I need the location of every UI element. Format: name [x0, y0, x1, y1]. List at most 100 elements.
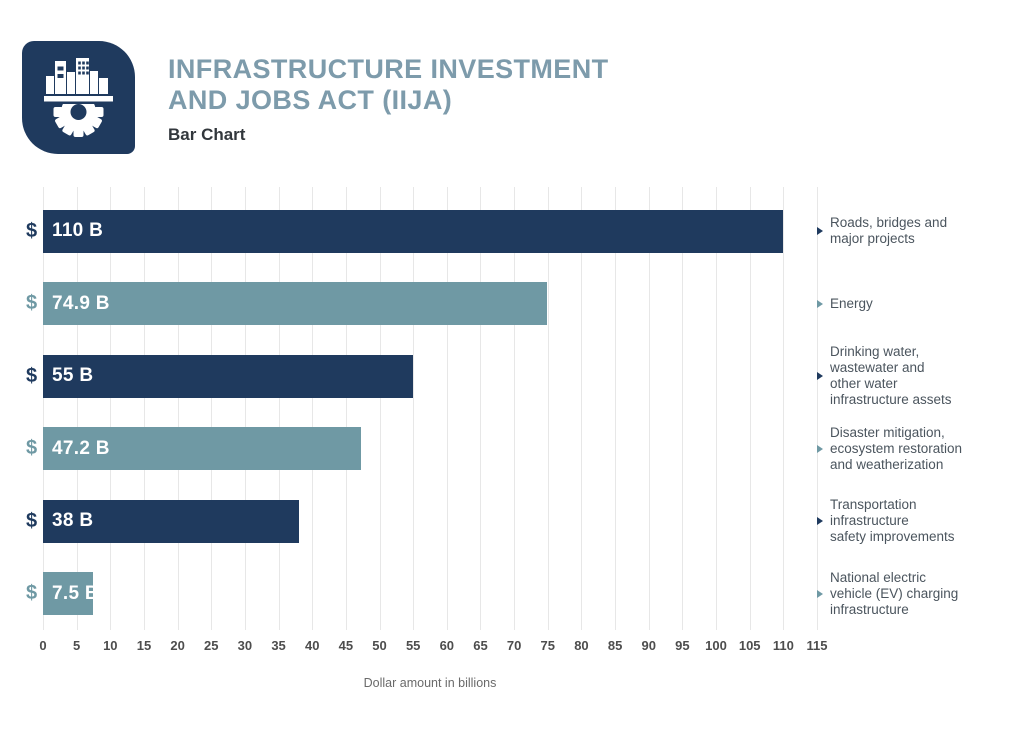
bar-value-label: 38 B	[52, 510, 94, 532]
category-label-row: Energy	[817, 268, 1017, 341]
category-labels: Roads, bridges and major projects Energy Dr…	[817, 187, 1017, 630]
bar-value-label: 55 B	[52, 365, 94, 387]
bar-row: $38 B	[26, 485, 817, 558]
x-tick-label: 75	[540, 638, 556, 653]
x-axis-ticks: 0 5 10 15 20 25 30 35 40 45 50 55 60 65 70 75 80 85 90 95 10…	[39, 638, 827, 654]
category-label: Disaster mitigation, ecosystem restoratio…	[830, 424, 963, 472]
x-axis-label: Dollar amount in billions	[363, 676, 497, 690]
dollar-sign-prefix: $	[26, 582, 38, 605]
x-tick-label: 70	[506, 638, 522, 653]
bar-row: $47.2 B	[26, 413, 817, 486]
bar-value-label: 47.2 B	[52, 437, 110, 459]
gridline	[43, 187, 44, 630]
gridline	[783, 187, 785, 630]
city-buildings-gear-icon	[44, 58, 113, 137]
x-tick-label: 45	[338, 638, 354, 653]
x-tick-label: 0	[39, 638, 47, 653]
gridline	[345, 187, 347, 630]
x-tick-label: 10	[103, 638, 118, 653]
gridline	[211, 187, 213, 630]
gridline	[278, 187, 280, 630]
category-label: Roads, bridges and major projects	[830, 215, 948, 247]
gridline	[177, 187, 179, 630]
x-tick-label: 90	[641, 638, 656, 653]
x-tick-label: 25	[204, 638, 219, 653]
gridline	[682, 187, 684, 630]
gridline	[312, 187, 314, 630]
x-tick-label: 35	[271, 638, 286, 653]
gridline	[413, 187, 415, 630]
arrow-marker-icon	[817, 589, 823, 598]
dollar-sign-prefix: $	[26, 292, 38, 315]
category-label-row: National electric vehicle (EV) charging in…	[817, 558, 1017, 631]
bar-value-label: 7.5 B	[52, 582, 99, 604]
gridline	[480, 187, 482, 630]
arrow-marker-icon	[817, 444, 823, 453]
bar: 47.2 B	[43, 427, 361, 471]
x-tick-label: 80	[574, 638, 589, 653]
arrow-marker-icon	[817, 372, 823, 381]
x-tick-label: 65	[473, 638, 488, 653]
bar-row: $74.9 B	[26, 268, 817, 341]
bar-row: $110 B	[26, 195, 817, 268]
x-tick-label: 20	[170, 638, 185, 653]
gridline	[110, 187, 112, 630]
bar: 55 B	[43, 354, 414, 398]
x-tick-label: 60	[439, 638, 455, 653]
x-tick-label: 85	[607, 638, 623, 653]
dollar-sign-prefix: $	[26, 219, 38, 242]
category-label-row: Roads, bridges and major projects	[817, 195, 1017, 268]
x-tick-label: 15	[136, 638, 152, 653]
x-tick-label: 100	[705, 638, 727, 653]
x-tick-label: 50	[372, 638, 387, 653]
x-tick-label: 30	[237, 638, 253, 653]
page-title-line1: INFRASTRUCTURE INVESTMENT	[168, 54, 609, 84]
category-label-row: Drinking water, wastewater and other water…	[817, 340, 1017, 413]
bar: 7.5 B	[43, 572, 99, 616]
x-tick-label: 105	[738, 638, 761, 653]
x-tick-label: 95	[675, 638, 690, 653]
chart-type-label: Bar Chart	[168, 125, 246, 144]
gridline	[648, 187, 650, 630]
gridline	[76, 187, 78, 630]
page-title: INFRASTRUCTURE INVESTMENT AND JOBS ACT (I…	[168, 54, 609, 116]
gridline	[446, 187, 448, 630]
gridline	[615, 187, 617, 630]
arrow-marker-icon	[817, 227, 823, 236]
arrow-marker-icon	[817, 299, 823, 308]
category-label: Energy	[830, 295, 873, 311]
gridline	[514, 187, 516, 630]
gridline	[379, 187, 381, 630]
plot-area: $110 B $74.9 B $55 B $47.2 B $38 B $7.5 B	[26, 187, 818, 631]
arrow-marker-icon	[817, 517, 823, 526]
dollar-sign-prefix: $	[26, 509, 38, 532]
bar-row: $7.5 B	[26, 558, 817, 631]
bar: 38 B	[43, 499, 299, 543]
bar-row: $55 B	[26, 340, 817, 413]
x-tick-label: 5	[73, 638, 81, 653]
bar-rows: $110 B $74.9 B $55 B $47.2 B $38 B $7.5 B	[26, 195, 817, 631]
x-tick-label: 55	[405, 638, 421, 653]
category-label: Transportation infrastructure safety impro…	[830, 497, 955, 545]
category-label-row: Transportation infrastructure safety impro…	[817, 485, 1017, 558]
x-tick-label: 110	[772, 638, 794, 653]
dollar-sign-prefix: $	[26, 364, 38, 387]
logo	[22, 41, 135, 154]
gridline	[547, 187, 549, 630]
bar-value-label: 74.9 B	[52, 292, 110, 314]
gridline	[244, 187, 246, 630]
gridline	[749, 187, 751, 630]
bar-value-label: 110 B	[52, 220, 104, 242]
gridline	[716, 187, 718, 630]
gridline	[581, 187, 583, 630]
page-title-line2: AND JOBS ACT (IIJA)	[168, 85, 453, 115]
category-label: Drinking water, wastewater and other water…	[830, 344, 952, 408]
gridline	[143, 187, 145, 630]
gridline	[817, 187, 818, 630]
x-tick-label: 115	[806, 638, 828, 653]
bar: 74.9 B	[43, 282, 548, 326]
category-label: National electric vehicle (EV) charging in…	[830, 569, 959, 617]
dollar-sign-prefix: $	[26, 437, 38, 460]
x-tick-label: 40	[304, 638, 320, 653]
